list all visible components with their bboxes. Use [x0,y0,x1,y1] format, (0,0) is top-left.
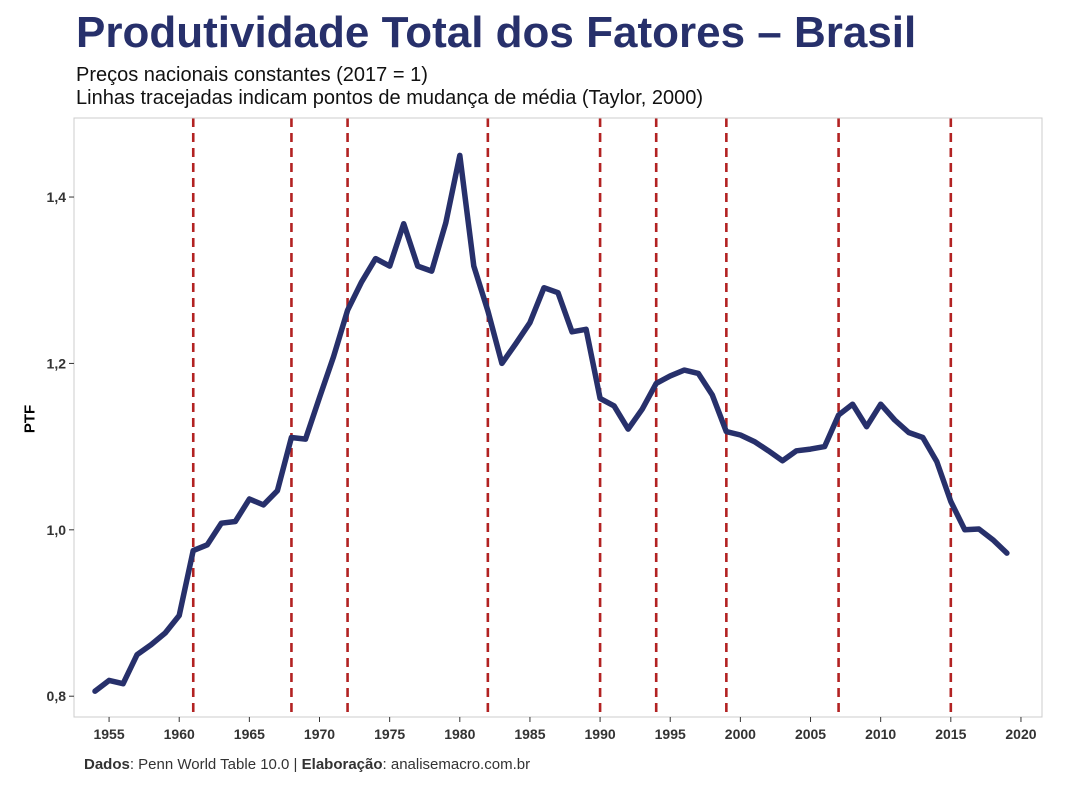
x-tick-label-1960: 1960 [164,726,195,742]
x-tick-label-1985: 1985 [514,726,545,742]
x-tick-label-1995: 1995 [655,726,686,742]
y-tick-label-1: 1,0 [47,522,67,538]
caption-data-label: Dados [84,756,130,773]
x-tick-label-1970: 1970 [304,726,335,742]
changepoint-lines [191,118,953,717]
x-tick-label-1975: 1975 [374,726,405,742]
x-tick-label-1980: 1980 [444,726,475,742]
series-line-ptf [92,152,1010,694]
x-tick-label-1955: 1955 [93,726,124,742]
x-tick-label-2000: 2000 [725,726,756,742]
y-tick-label-0: 0,8 [47,688,67,704]
x-tick-label-2005: 2005 [795,726,826,742]
x-tick-label-2015: 2015 [935,726,966,742]
x-tick-label-2020: 2020 [1005,726,1036,742]
x-tick-label-1990: 1990 [585,726,616,742]
plot-panel-border [73,117,1043,718]
chart-subtitle-line-2: Linhas tracejadas indicam pontos de muda… [76,87,704,109]
chart-subtitle-line-1: Preços nacionais constantes (2017 = 1) [76,64,428,86]
caption-data-value: : Penn World Table 10.0 | [129,756,302,773]
y-tick-label-2: 1,2 [47,355,67,371]
x-tick-label-1965: 1965 [234,726,265,742]
y-tick-label-3: 1,4 [47,189,67,205]
caption-credit-value: : analisemacro.com.br [382,756,531,773]
caption-credit-label: Elaboração [301,756,383,773]
series-ptf [92,152,1010,694]
source-caption: Dados: Penn World Table 10.0 | Elaboraçã… [84,756,530,773]
y-axis-ticks: 0,8 1,0 1,2 1,4 [47,189,74,704]
chart-title: Produtividade Total dos Fatores – Brasil [76,8,917,57]
x-axis-ticks: 1955 1960 1965 1970 1975 1980 1985 1990 1995 2000… [93,717,1037,742]
x-tick-label-2010: 2010 [865,726,896,742]
